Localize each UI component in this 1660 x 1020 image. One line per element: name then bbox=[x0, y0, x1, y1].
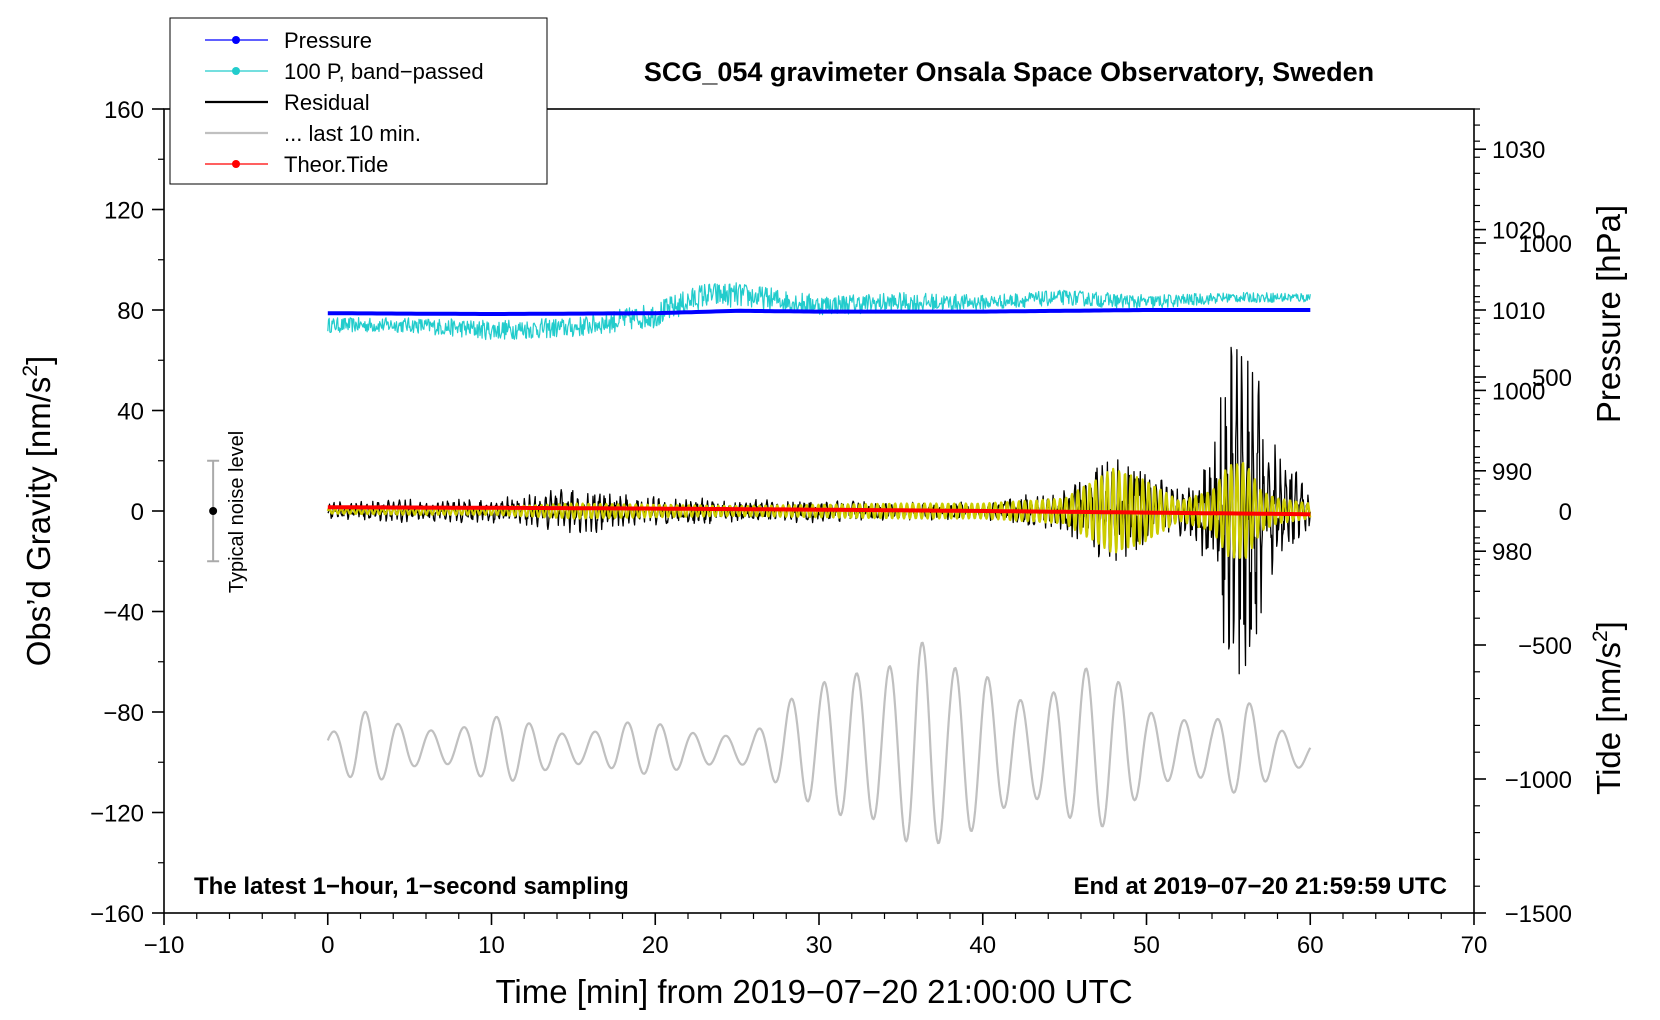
x-tick-label: 10 bbox=[478, 932, 505, 959]
legend-marker-theor-tide bbox=[232, 160, 240, 168]
x-tick-label: −10 bbox=[144, 932, 185, 959]
legend-marker-100-p-band-passed bbox=[232, 67, 240, 75]
series-100-p-band-passed bbox=[327, 282, 1311, 341]
x-tick-label: 30 bbox=[806, 932, 833, 959]
y-left-tick-label: −120 bbox=[90, 801, 144, 828]
noise-level-label: Typical noise level bbox=[226, 431, 248, 593]
y-axis-title-pressure: Pressure [hPa] bbox=[1590, 205, 1627, 423]
tide-tick-label: −1500 bbox=[1505, 901, 1572, 928]
pressure-tick-label: 1030 bbox=[1492, 137, 1545, 164]
noise-level-bar bbox=[207, 459, 220, 563]
series-band-passed-residual bbox=[326, 462, 1312, 560]
legend-label: ... last 10 min. bbox=[284, 121, 421, 146]
annotation-sampling: The latest 1−hour, 1−second sampling bbox=[194, 873, 629, 900]
y-left-tick-label: 160 bbox=[104, 97, 144, 124]
y-axis-title-left-close: ] bbox=[20, 356, 57, 365]
tide-tick-label: 500 bbox=[1532, 365, 1572, 392]
y-left-tick-label: −40 bbox=[103, 600, 144, 627]
series-layer bbox=[326, 282, 1312, 845]
tide-tick-label: −1000 bbox=[1505, 767, 1572, 794]
y-left-tick-label: −160 bbox=[90, 901, 144, 928]
pressure-axis: 1030 1020 1010 1000 990 980 bbox=[1474, 108, 1545, 593]
x-tick-label: 40 bbox=[969, 932, 996, 959]
pressure-tick-label: 1020 bbox=[1492, 218, 1545, 245]
chart-title: SCG_054 gravimeter Onsala Space Observat… bbox=[644, 57, 1374, 87]
x-tick-label: 50 bbox=[1133, 932, 1160, 959]
y-axis-title-tide-close: ] bbox=[1590, 621, 1627, 630]
y-axis-title-tide: Tide [nm/s2] bbox=[1589, 621, 1627, 795]
tide-tick-label: −500 bbox=[1518, 633, 1572, 660]
pressure-tick-label: 990 bbox=[1492, 459, 1532, 486]
y-left-tick-label: 80 bbox=[117, 298, 144, 325]
y-axis-title-tide-sup: 2 bbox=[1589, 630, 1612, 642]
annotation-end-time: End at 2019−07−20 21:59:59 UTC bbox=[1073, 873, 1447, 900]
y-left-tick-label: 0 bbox=[131, 499, 144, 526]
series-last-10-min bbox=[326, 641, 1312, 845]
x-tick-label: 70 bbox=[1461, 932, 1488, 959]
x-tick-label: 20 bbox=[642, 932, 669, 959]
legend: Pressure 100 P, band−passed Residual ... la… bbox=[169, 17, 548, 185]
legend-label: 100 P, band−passed bbox=[284, 59, 484, 84]
legend-marker-pressure bbox=[232, 36, 240, 44]
legend-label: Residual bbox=[284, 90, 370, 115]
series-pressure bbox=[327, 308, 1311, 316]
pressure-tick-label: 980 bbox=[1492, 539, 1532, 566]
x-axis: −10 0 10 20 30 40 50 60 70 bbox=[144, 913, 1488, 959]
y-axis-title-left-sup: 2 bbox=[19, 365, 42, 377]
legend-label: Pressure bbox=[284, 28, 372, 53]
pressure-tick-label: 1000 bbox=[1492, 378, 1545, 405]
x-tick-label: 60 bbox=[1297, 932, 1324, 959]
y-left-tick-label: 40 bbox=[117, 399, 144, 426]
y-left-tick-label: −80 bbox=[103, 700, 144, 727]
x-tick-label: 0 bbox=[321, 932, 334, 959]
series-theor-tide bbox=[327, 505, 1311, 517]
noise-bar-center bbox=[209, 507, 218, 515]
y-left-axis: 160 120 80 40 0 −40 −80 −120 −160 bbox=[90, 97, 164, 928]
tide-tick-label: 1000 bbox=[1519, 231, 1572, 258]
tide-tick-label: 0 bbox=[1559, 499, 1572, 526]
y-axis-title-left: Obs’d Gravity [nm/s2] bbox=[19, 356, 57, 667]
y-axis-title-left-main: Obs’d Gravity [nm/s bbox=[20, 377, 57, 667]
pressure-tick-label: 1010 bbox=[1492, 298, 1545, 325]
y-left-tick-label: 120 bbox=[104, 198, 144, 225]
y-axis-title-tide-main: Tide [nm/s bbox=[1590, 642, 1627, 795]
x-axis-title: Time [min] from 2019−07−20 21:00:00 UTC bbox=[495, 973, 1132, 1010]
legend-label: Theor.Tide bbox=[284, 152, 388, 177]
